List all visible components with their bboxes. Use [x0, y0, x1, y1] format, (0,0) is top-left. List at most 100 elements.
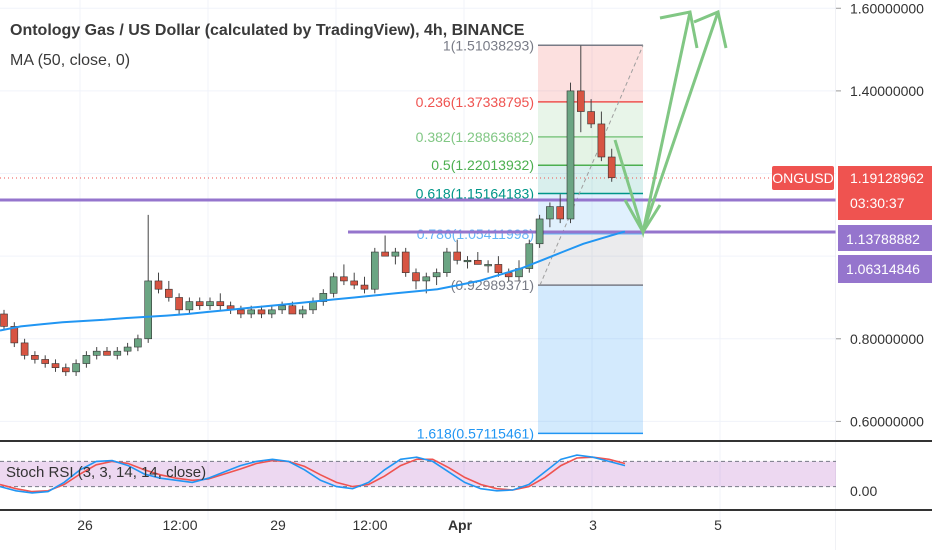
candle-body[interactable] [61, 367, 70, 373]
symbol-badge-label: ONGUSD [772, 170, 833, 186]
candle-body[interactable] [432, 272, 441, 278]
hline-price-value: 1.13788882 [846, 231, 920, 247]
candle-body[interactable] [525, 243, 534, 269]
time-tick-label: 5 [714, 517, 722, 533]
candle-body[interactable] [473, 259, 482, 265]
price-tick-label: 0.60000000 [850, 413, 924, 429]
fib-level-label: 0.786(1.05411998) [417, 226, 534, 242]
candle-body[interactable] [82, 355, 91, 364]
candle-body[interactable] [51, 363, 60, 368]
last-price-value: 1.19128962 [850, 170, 924, 186]
fib-zone [538, 285, 643, 434]
candle-body[interactable] [134, 338, 142, 348]
candle-body[interactable] [195, 301, 204, 307]
time-tick-label: 12:00 [352, 517, 387, 533]
fib-level-label: 0.618(1.15164183) [416, 186, 534, 202]
price-tick-label: 1.40000000 [850, 83, 924, 99]
price-tick-label: 1.60000000 [850, 0, 924, 16]
projection-arrow-path-2[interactable] [641, 11, 720, 233]
candle-body[interactable] [329, 276, 338, 294]
hline-price-badge [838, 225, 932, 251]
candle-body[interactable] [20, 342, 29, 356]
candle-body[interactable] [0, 313, 8, 327]
candle-body[interactable] [247, 309, 255, 315]
candle-body[interactable] [154, 280, 163, 290]
fib-level-label: 0.236(1.37338795) [416, 94, 534, 110]
candle-body[interactable] [453, 251, 462, 261]
candle-body[interactable] [298, 309, 307, 315]
hline-price-badge [838, 255, 932, 283]
fib-zone [538, 45, 643, 102]
stoch-k-line[interactable] [0, 454, 626, 494]
candle-body[interactable] [175, 297, 183, 311]
candle-body[interactable] [72, 363, 80, 373]
fib-level-label: 0.382(1.28863682) [416, 129, 534, 145]
candle-body[interactable] [443, 251, 451, 273]
candle-body[interactable] [484, 264, 492, 267]
candle-body[interactable] [546, 206, 554, 220]
ma50-line[interactable] [0, 230, 626, 332]
candle-body[interactable] [10, 326, 19, 344]
fib-level-label: 1(1.51038293) [443, 37, 534, 53]
last-price-badge [838, 166, 932, 220]
candle-body[interactable] [350, 280, 359, 286]
candle-body[interactable] [113, 350, 122, 356]
stoch-tick-label: 0.00 [850, 483, 877, 499]
time-tick-label: 29 [270, 517, 286, 533]
candle-body[interactable] [41, 359, 50, 364]
candle-body[interactable] [391, 251, 400, 257]
fib-trend-line[interactable] [539, 45, 644, 286]
candle-body[interactable] [576, 90, 585, 112]
candle-body[interactable] [535, 218, 544, 245]
candle-body[interactable] [401, 251, 410, 273]
candle-body[interactable] [597, 123, 606, 158]
price-tick-label: 0.80000000 [850, 331, 924, 347]
candle-body[interactable] [340, 276, 348, 282]
candle-body[interactable] [257, 309, 266, 315]
fib-level-label: 1.618(0.57115461) [417, 425, 534, 441]
candle-body[interactable] [412, 272, 420, 282]
candle-body[interactable] [309, 301, 317, 311]
symbol-badge[interactable] [772, 166, 834, 190]
fib-level-label: (0.92989371) [451, 277, 534, 293]
candle-body[interactable] [319, 293, 328, 302]
candle-body[interactable] [144, 280, 152, 340]
stoch-rsi-label: Stoch RSI (3, 3, 14, 14, close) [6, 464, 206, 481]
time-tick-label: Apr [448, 517, 473, 533]
candle-body[interactable] [422, 276, 431, 282]
candle-body[interactable] [463, 259, 472, 263]
candle-body[interactable] [92, 350, 101, 356]
ma-indicator-label[interactable]: MA (50, close, 0) [10, 52, 131, 69]
candle-body[interactable] [123, 346, 132, 352]
candle-body[interactable] [185, 301, 194, 311]
candle-body[interactable] [267, 309, 276, 315]
candle-body[interactable] [206, 301, 214, 307]
candle-body[interactable] [216, 301, 225, 307]
candle-body[interactable] [607, 156, 616, 178]
candle-body[interactable] [103, 350, 111, 356]
candle-body[interactable] [556, 206, 565, 220]
candle-body[interactable] [31, 355, 39, 360]
hline-price-value: 1.06314846 [846, 261, 920, 277]
candle-body[interactable] [278, 305, 286, 311]
stoch-d-line[interactable] [0, 456, 626, 493]
candle-body[interactable] [370, 251, 379, 290]
candle-body[interactable] [165, 288, 173, 298]
fib-zone [538, 136, 643, 166]
bar-countdown: 03:30:37 [850, 195, 905, 211]
candle-body[interactable] [288, 305, 297, 315]
fib-level-label: 0.5(1.22013932) [431, 157, 534, 173]
candle-body[interactable] [237, 309, 245, 315]
candle-body[interactable] [494, 264, 503, 273]
projection-arrow-head-1 [659, 10, 699, 49]
time-tick-label: 26 [77, 517, 93, 533]
candle-body[interactable] [566, 90, 575, 220]
time-tick-label: 3 [589, 517, 597, 533]
stoch-band [0, 461, 836, 487]
candle-body[interactable] [360, 284, 369, 290]
candle-body[interactable] [587, 111, 595, 125]
candle-body[interactable] [381, 251, 389, 257]
chart-title: Ontology Gas / US Dollar (calculated by … [10, 22, 525, 39]
projection-arrow-head-3 [693, 9, 728, 49]
